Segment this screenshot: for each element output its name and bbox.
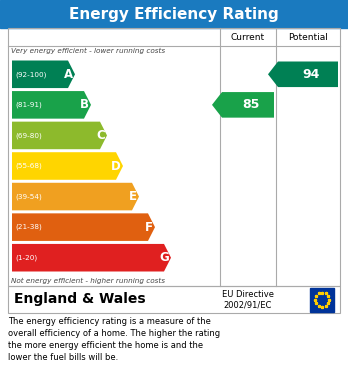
- Text: B: B: [80, 99, 89, 111]
- Polygon shape: [12, 244, 171, 271]
- Text: 94: 94: [302, 68, 320, 81]
- Text: (81-91): (81-91): [15, 102, 42, 108]
- Polygon shape: [268, 61, 338, 87]
- Text: C: C: [96, 129, 105, 142]
- Text: Not energy efficient - higher running costs: Not energy efficient - higher running co…: [11, 278, 165, 284]
- Text: G: G: [159, 251, 169, 264]
- Polygon shape: [12, 122, 107, 149]
- Text: (69-80): (69-80): [15, 132, 42, 139]
- Text: (55-68): (55-68): [15, 163, 42, 169]
- Text: A: A: [64, 68, 73, 81]
- Text: F: F: [145, 221, 153, 234]
- Text: England & Wales: England & Wales: [14, 292, 145, 307]
- Bar: [0, 0, 348, 28]
- Bar: [310, 287, 334, 312]
- Text: (21-38): (21-38): [15, 224, 42, 230]
- Polygon shape: [12, 213, 155, 241]
- Text: Potential: Potential: [288, 32, 328, 41]
- Text: Current: Current: [231, 32, 265, 41]
- Text: (1-20): (1-20): [15, 255, 37, 261]
- Polygon shape: [212, 92, 274, 118]
- Text: (39-54): (39-54): [15, 193, 42, 200]
- Bar: [8, 286, 340, 313]
- Text: E: E: [129, 190, 137, 203]
- Text: (92-100): (92-100): [15, 71, 46, 77]
- Text: Energy Efficiency Rating: Energy Efficiency Rating: [69, 7, 279, 22]
- Polygon shape: [12, 152, 123, 180]
- Text: 85: 85: [242, 99, 260, 111]
- Text: EU Directive
2002/91/EC: EU Directive 2002/91/EC: [222, 290, 274, 309]
- Polygon shape: [12, 183, 139, 210]
- Text: Very energy efficient - lower running costs: Very energy efficient - lower running co…: [11, 48, 165, 54]
- Text: The energy efficiency rating is a measure of the
overall efficiency of a home. T: The energy efficiency rating is a measur…: [8, 317, 220, 362]
- Bar: [8, 28, 340, 286]
- Text: D: D: [111, 160, 121, 172]
- Polygon shape: [12, 91, 91, 118]
- Polygon shape: [12, 61, 75, 88]
